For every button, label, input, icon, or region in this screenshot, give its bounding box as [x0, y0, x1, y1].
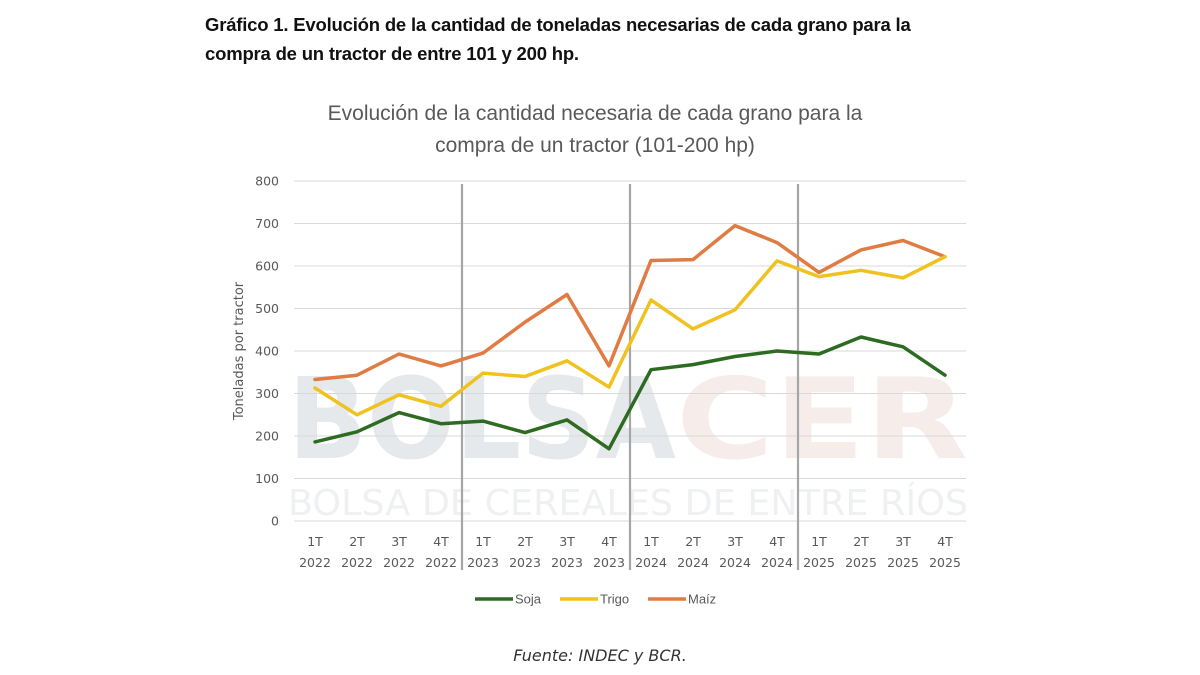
x-tick-quarter: 3T [559, 534, 575, 549]
x-tick-quarter: 4T [601, 534, 617, 549]
x-tick-year: 2022 [425, 555, 457, 570]
chart-title-line-2: compra de un tractor (101-200 hp) [435, 134, 755, 157]
legend-item: Soja [475, 592, 542, 607]
legend-label: Maíz [688, 592, 716, 607]
y-tick-label: 500 [255, 301, 279, 316]
watermark-subtitle: BOLSA DE CEREALES DE ENTRE RÍOS [288, 482, 968, 524]
x-tick-year: 2024 [635, 555, 667, 570]
x-tick-quarter: 1T [475, 534, 491, 549]
caption-line-2: compra de un tractor de entre 101 y 200 … [205, 43, 579, 64]
legend-item: Trigo [560, 592, 629, 607]
x-tick-year: 2023 [593, 555, 625, 570]
y-tick-label: 800 [255, 174, 279, 189]
x-tick-year: 2025 [803, 555, 835, 570]
y-tick-label: 0 [271, 514, 279, 529]
caption-line-1: Gráfico 1. Evolución de la cantidad de t… [205, 14, 911, 35]
watermark-logo-cer: CER [676, 355, 968, 485]
x-tick-year: 2023 [467, 555, 499, 570]
chart-title-line-1: Evolución de la cantidad necesaria de ca… [328, 102, 863, 125]
x-tick-quarter: 3T [895, 534, 911, 549]
y-tick-label: 600 [255, 259, 279, 274]
x-tick-quarter: 4T [937, 534, 953, 549]
source-note: Fuente: INDEC y BCR. [513, 646, 687, 665]
legend-item: Maíz [648, 592, 716, 607]
y-tick-label: 100 [255, 471, 279, 486]
series-line-maiz [313, 223, 947, 382]
x-tick-year: 2022 [299, 555, 331, 570]
x-tick-year: 2022 [341, 555, 373, 570]
x-tick-year: 2023 [551, 555, 583, 570]
legend: Soja Trigo Maíz [475, 592, 716, 607]
x-axis-ticks: 1T 2022 2T 2022 3T 2022 4T 2022 1T 2023 2T 2023 3T 20… [299, 534, 961, 570]
y-tick-label: 400 [255, 344, 279, 359]
x-tick-year: 2023 [509, 555, 541, 570]
x-tick-year: 2024 [677, 555, 709, 570]
x-tick-year: 2025 [887, 555, 919, 570]
x-tick-year: 2022 [383, 555, 415, 570]
x-tick-quarter: 3T [727, 534, 743, 549]
x-tick-quarter: 2T [685, 534, 701, 549]
x-tick-year: 2025 [845, 555, 877, 570]
y-axis-label: Toneladas por tractor [232, 281, 247, 421]
year-separators [460, 184, 800, 570]
figure-caption: Gráfico 1. Evolución de la cantidad de t… [205, 10, 1025, 68]
x-tick-year: 2024 [719, 555, 751, 570]
series-line-trigo [313, 254, 947, 417]
watermark: BOLSA CER BOLSA DE CEREALES DE ENTRE RÍO… [288, 355, 968, 524]
y-axis-ticks: 0 100 200 300 400 500 600 700 800 [255, 174, 279, 529]
series-line-soja [313, 335, 947, 451]
x-tick-quarter: 1T [811, 534, 827, 549]
x-tick-quarter: 4T [769, 534, 785, 549]
x-tick-quarter: 2T [853, 534, 869, 549]
x-tick-year: 2025 [929, 555, 961, 570]
y-tick-label: 700 [255, 216, 279, 231]
x-tick-quarter: 1T [643, 534, 659, 549]
x-tick-quarter: 2T [349, 534, 365, 549]
y-tick-label: 200 [255, 429, 279, 444]
legend-label: Soja [515, 592, 542, 607]
y-tick-label: 300 [255, 386, 279, 401]
legend-label: Trigo [600, 592, 629, 607]
x-tick-quarter: 3T [391, 534, 407, 549]
x-tick-quarter: 1T [307, 534, 323, 549]
x-tick-year: 2024 [761, 555, 793, 570]
x-tick-quarter: 2T [517, 534, 533, 549]
x-tick-quarter: 4T [433, 534, 449, 549]
series-lines [313, 223, 947, 451]
